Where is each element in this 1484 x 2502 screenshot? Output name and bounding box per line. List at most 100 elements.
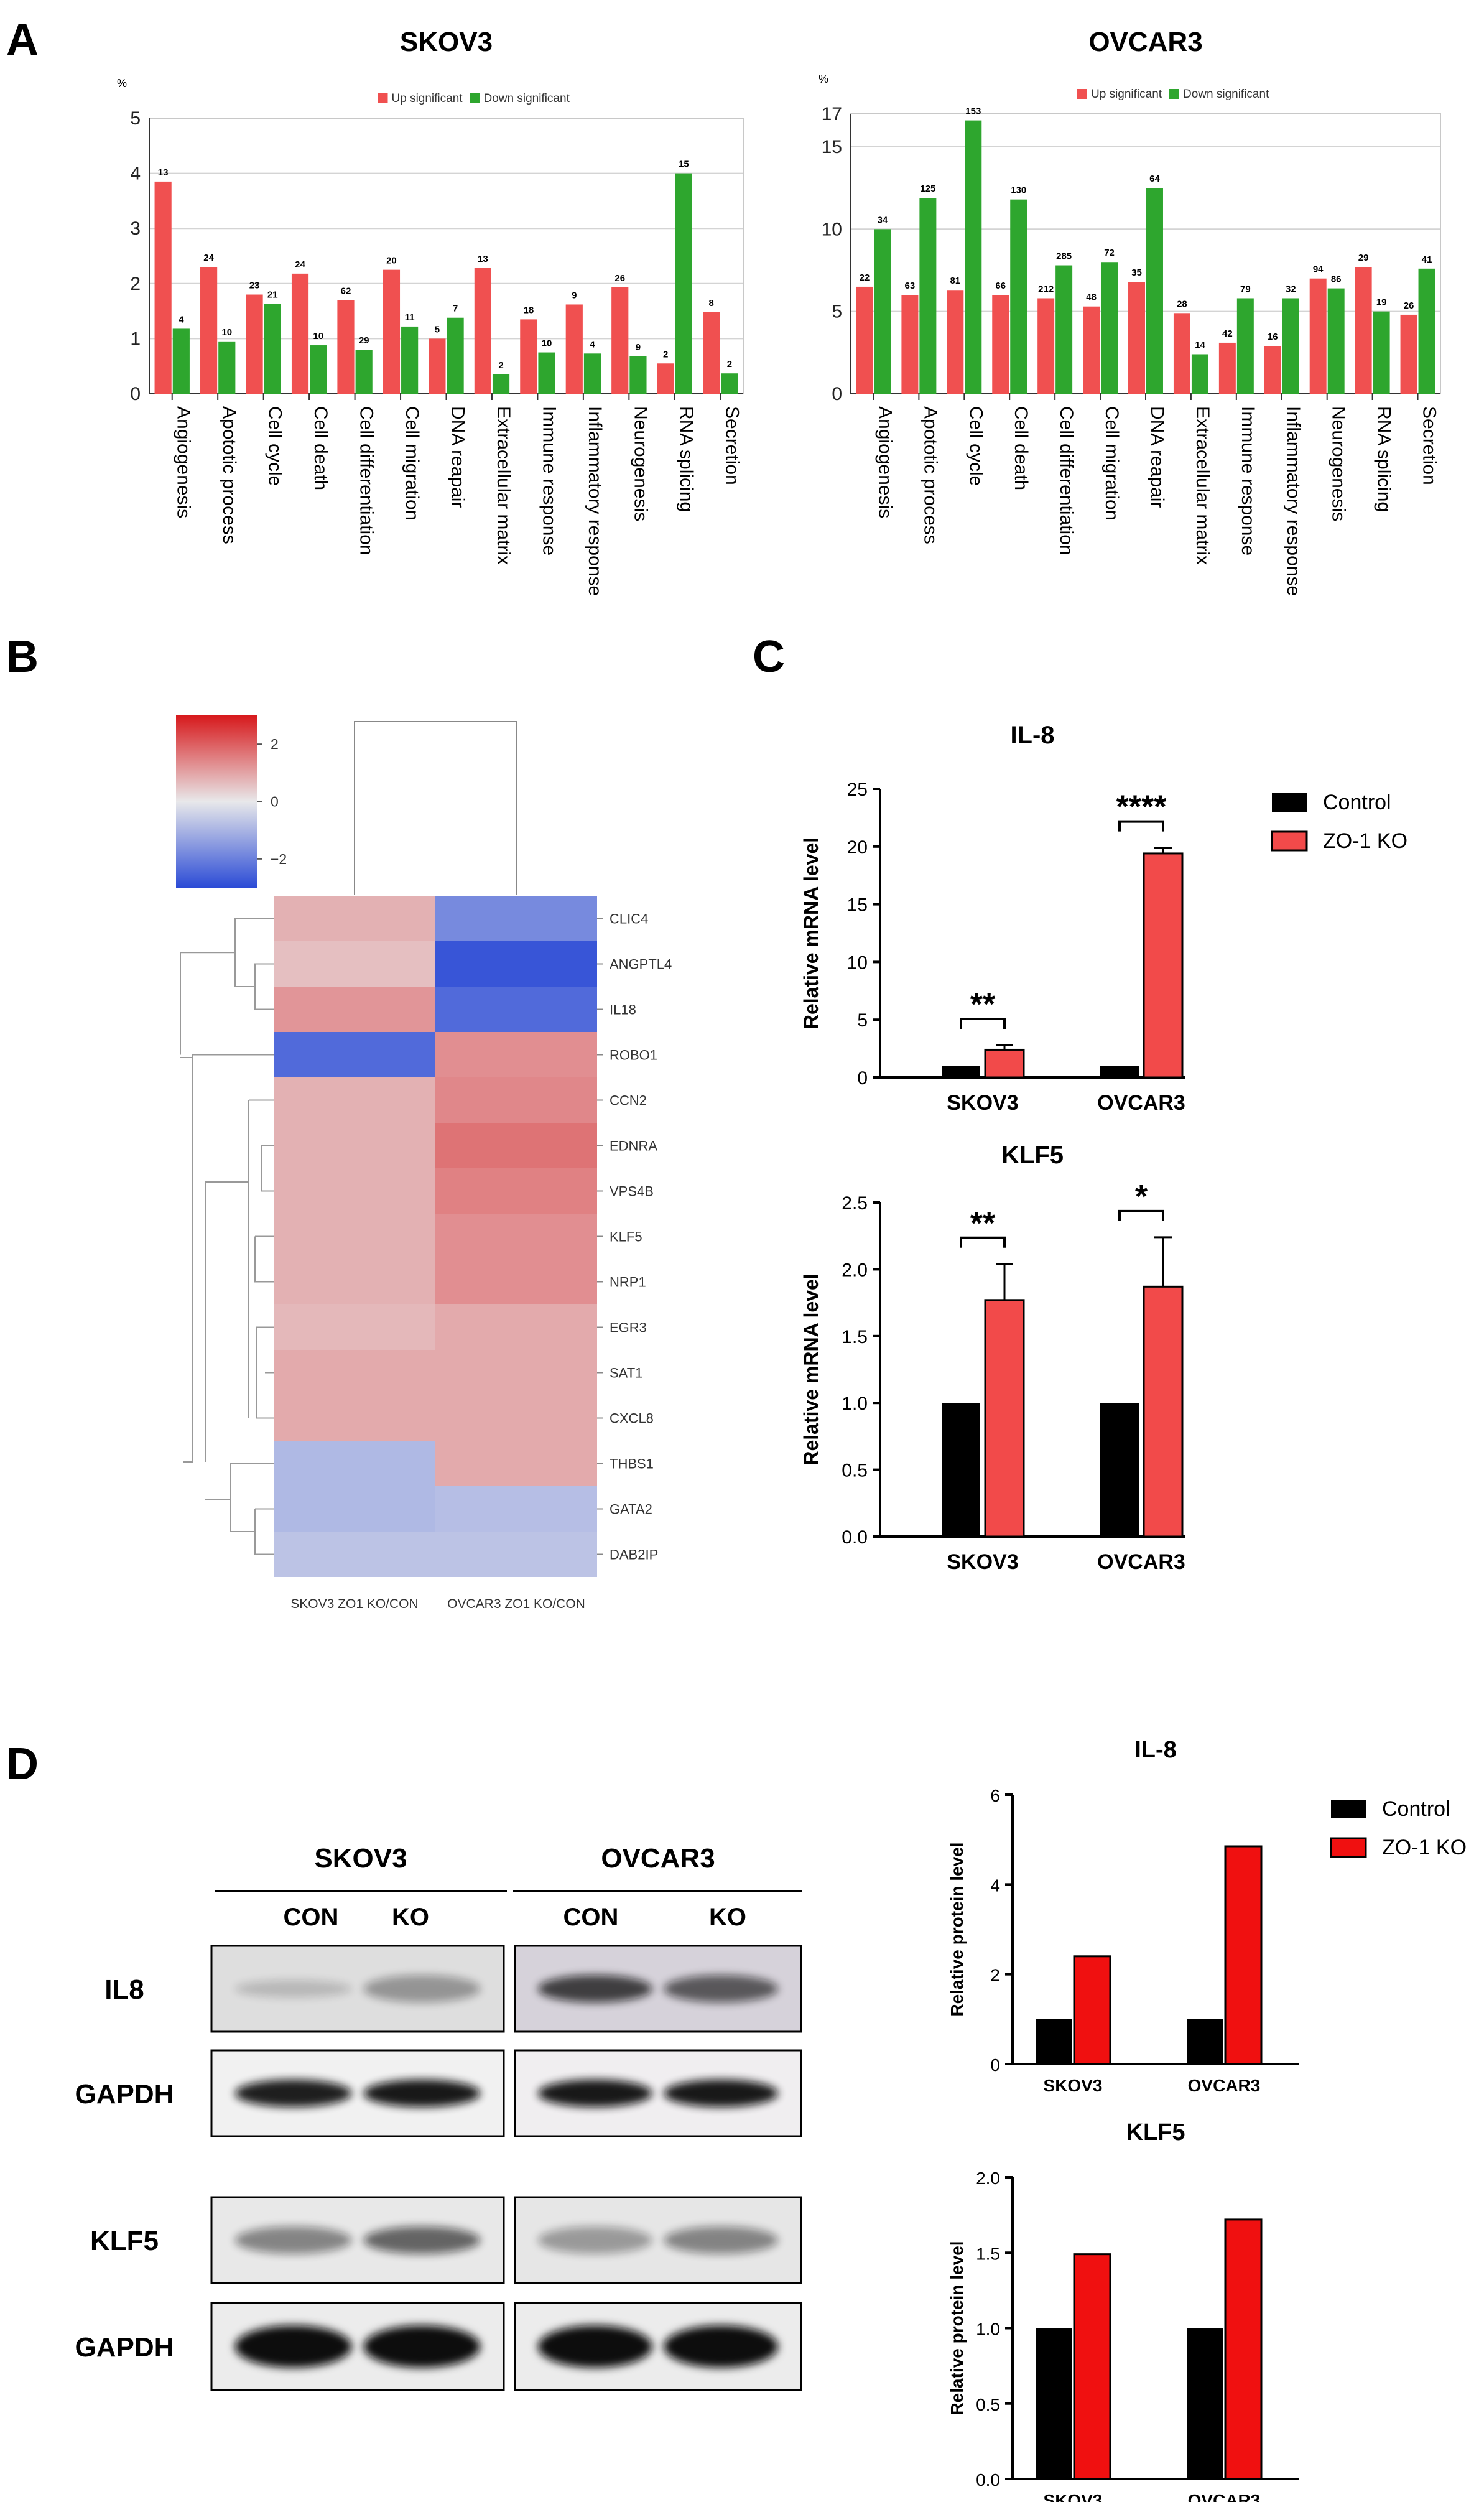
data-label: 153: [965, 106, 981, 117]
y-tick-label: 10: [822, 219, 842, 240]
x-tick-label: Angiogenesis: [874, 406, 895, 518]
y-tick-label: 5: [857, 1010, 868, 1031]
heatmap-cell: [435, 1259, 597, 1304]
bar-down: [1282, 298, 1299, 394]
y-tick-label: 4: [130, 164, 141, 184]
panel-b: B 2 0 −2 CLIC4 ANGPTL4 IL18 ROBO1 CCN2 EDNRA VPS4B…: [6, 632, 672, 1611]
column-dendrogram: [354, 721, 517, 895]
y-tick-label: 1.0: [976, 2320, 1000, 2339]
data-label: 26: [614, 273, 625, 284]
legend-label-down: Down significant: [1183, 88, 1269, 101]
data-label: 24: [295, 259, 305, 270]
bar-down: [1101, 262, 1118, 394]
heatmap-cell: [435, 1350, 597, 1395]
row-label: DAB2IP: [610, 1547, 658, 1563]
bar-down: [218, 341, 236, 394]
bar-down: [172, 328, 190, 394]
x-tick-label: OVCAR3: [1097, 1550, 1185, 1574]
x-tick-label: Secretion: [1419, 406, 1440, 485]
y-tick-label: 10: [847, 952, 868, 973]
heatmap-cell: [274, 1214, 435, 1259]
bar-up: [291, 273, 309, 394]
data-label: 125: [920, 184, 935, 194]
data-label: 18: [523, 305, 534, 315]
bar-down: [492, 374, 510, 394]
x-tick-label: SKOV3: [947, 1091, 1018, 1115]
bar-up: [200, 267, 218, 394]
heatmap-cell: [274, 1532, 435, 1577]
legend-tick-label: 2: [271, 736, 279, 752]
y-tick-label: 2.0: [976, 2169, 1000, 2188]
bar-up: [337, 300, 355, 394]
y-tick-label: 0.5: [842, 1461, 868, 1481]
panel-label-a: A: [6, 15, 39, 65]
data-label: 81: [950, 276, 960, 286]
data-label: 29: [359, 335, 369, 346]
bar-ko: [1073, 2253, 1111, 2480]
legend-swatch-control: [1331, 1800, 1366, 1818]
data-label: 24: [203, 253, 214, 263]
heatmap-cell: [274, 987, 435, 1032]
data-label: 9: [636, 342, 641, 353]
bar-up: [520, 319, 537, 394]
data-label: 63: [905, 281, 916, 291]
heatmap-cell: [435, 1032, 597, 1077]
y-axis-label: %: [117, 77, 127, 90]
y-tick-label: 0: [130, 384, 141, 404]
bar-up: [611, 287, 629, 394]
data-label: 62: [341, 286, 351, 296]
bar-down: [355, 350, 373, 394]
row-label: KLF5: [610, 1229, 642, 1245]
heatmap-cell: [274, 1259, 435, 1304]
y-tick-label: 6: [990, 1786, 1000, 1805]
data-label: 10: [221, 327, 232, 338]
row-label: CLIC4: [610, 911, 648, 927]
y-tick-label: 2.0: [842, 1260, 868, 1280]
data-label: 4: [590, 339, 595, 350]
row-label: GATA2: [610, 1502, 652, 1517]
y-tick-label: 25: [847, 779, 868, 800]
row-dendrogram: [180, 918, 274, 1555]
significance-bracket: [960, 1018, 1006, 1030]
data-label: 20: [386, 256, 397, 266]
heatmap-cell: [274, 1077, 435, 1123]
blot-band: [363, 1975, 481, 2002]
bar-control: [1187, 2019, 1223, 2064]
bar-up: [992, 295, 1009, 394]
data-label: 94: [1313, 264, 1324, 275]
significance-label: *: [1135, 1179, 1148, 1215]
bar-up: [474, 267, 491, 394]
blot-row-label: GAPDH: [75, 2079, 174, 2109]
blot-band: [537, 2325, 652, 2368]
data-label: 4: [179, 314, 184, 325]
y-tick-label: 0: [832, 384, 842, 404]
data-label: 15: [679, 159, 689, 170]
bar-up: [1037, 298, 1055, 394]
y-axis-label: Relative protein level: [947, 1842, 967, 2016]
blot-band: [234, 2080, 352, 2107]
bar-down: [1327, 288, 1345, 394]
heatmap-cell: [435, 1123, 597, 1168]
y-tick-label: 0: [990, 2055, 1000, 2075]
x-tick-label: OVCAR3: [1097, 1091, 1185, 1115]
bar-up: [901, 295, 919, 394]
data-label: 86: [1331, 274, 1342, 285]
x-tick-label: Neurogenesis: [1329, 406, 1349, 521]
data-label: 34: [878, 215, 888, 225]
x-tick-label: Inflammatory response: [1283, 406, 1304, 596]
y-axis-label: %: [819, 73, 828, 85]
row-label: NRP1: [610, 1275, 646, 1290]
blot-group-label: OVCAR3: [601, 1843, 715, 1874]
x-tick-label: Cell differentiation: [1056, 406, 1077, 556]
blot-band: [664, 2080, 779, 2107]
heatmap-cell: [435, 1395, 597, 1441]
x-tick-label: RNA splicing: [676, 406, 697, 512]
bar-down: [919, 198, 937, 394]
bar-down: [310, 345, 327, 394]
legend-tick-label: 0: [271, 794, 279, 810]
x-tick-label: RNA splicing: [1374, 406, 1394, 512]
x-tick-label: Extracellular matrix: [493, 406, 514, 565]
bar-ko: [984, 1299, 1025, 1538]
bar-ko: [1224, 1845, 1263, 2065]
heatmap-cell: [274, 1168, 435, 1214]
